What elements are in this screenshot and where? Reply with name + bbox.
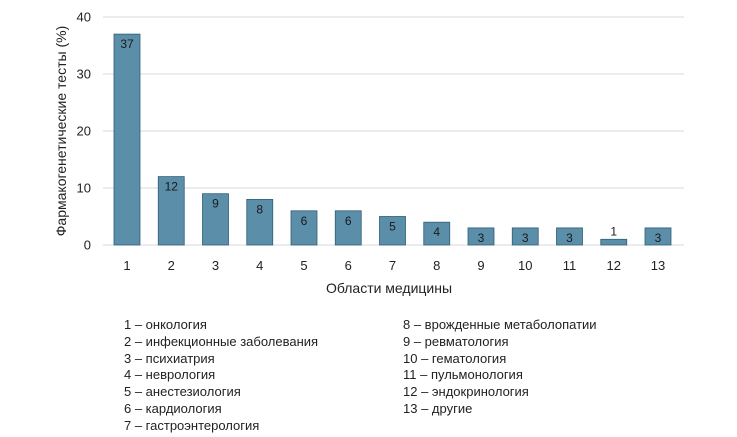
bar-value-label: 5 xyxy=(389,220,396,234)
bar xyxy=(511,227,539,246)
x-tick-label: 7 xyxy=(389,258,396,273)
x-axis-ticks: 1 2 3 4 5 6 7 8 9 10 11 12 13 xyxy=(123,258,665,273)
legend-item: 13 – другие xyxy=(403,400,473,416)
bar-value-label: 3 xyxy=(566,231,573,245)
x-tick-label: 1 xyxy=(123,258,130,273)
x-tick-label: 4 xyxy=(256,258,263,273)
y-axis-ticks: 0 10 20 30 40 xyxy=(77,10,91,253)
y-tick-label: 10 xyxy=(77,181,91,196)
bars xyxy=(113,33,672,246)
bar-value-label: 3 xyxy=(478,231,485,245)
bar-value-labels: 37 12 9 8 6 6 5 4 3 3 3 1 3 xyxy=(120,37,661,245)
legend-item: 11 – пульмонология xyxy=(403,367,523,383)
bar-value-label: 12 xyxy=(165,180,179,194)
gridlines xyxy=(103,16,684,246)
bar xyxy=(290,210,318,246)
bar xyxy=(467,227,495,246)
bar-value-label: 6 xyxy=(301,214,308,228)
y-axis-title: Фармакогенетические тесты (%) xyxy=(53,26,69,236)
bar-value-label: 4 xyxy=(433,225,440,239)
legend-item: 2 – инфекционные заболевания xyxy=(124,333,319,349)
bar-value-label: 3 xyxy=(655,231,662,245)
bar xyxy=(246,198,274,246)
x-tick-label: 10 xyxy=(518,258,532,273)
legend-item: 6 – кардиология xyxy=(124,400,222,416)
x-tick-label: 9 xyxy=(477,258,484,273)
legend-item: 1 – онкология xyxy=(124,317,207,332)
x-tick-label: 11 xyxy=(563,258,577,273)
legend-item: 9 – ревматология xyxy=(403,333,509,349)
x-axis-title: Области медицины xyxy=(326,280,452,296)
bar-value-label: 1 xyxy=(610,224,617,238)
bar xyxy=(644,227,672,246)
legend-item: 5 – анестезиология xyxy=(124,384,241,400)
bar xyxy=(556,227,583,246)
y-tick-label: 30 xyxy=(77,67,91,82)
legend-item: 3 – психиатрия xyxy=(124,350,215,366)
bar xyxy=(157,176,185,246)
legend-right-column: 8 – врожденные метаболопатии 9 – ревматол… xyxy=(403,317,597,418)
legend-item: 8 – врожденные метаболопатии xyxy=(403,317,597,332)
x-tick-label: 13 xyxy=(651,258,665,273)
x-tick-label: 8 xyxy=(433,258,440,273)
bar xyxy=(334,210,362,246)
legend-item: 4 – неврология xyxy=(124,367,216,383)
x-tick-label: 6 xyxy=(345,258,352,273)
bar-value-label: 8 xyxy=(256,202,263,216)
x-tick-label: 3 xyxy=(212,258,219,273)
bar xyxy=(379,216,406,246)
bar xyxy=(600,238,628,246)
y-tick-label: 0 xyxy=(84,238,91,253)
y-tick-label: 20 xyxy=(77,124,91,139)
legend-item: 12 – эндокринология xyxy=(403,384,529,400)
x-tick-label: 2 xyxy=(168,258,175,273)
y-tick-label: 40 xyxy=(77,10,91,25)
bar-value-label: 6 xyxy=(345,214,352,228)
bar-value-label: 9 xyxy=(212,197,219,211)
legend-item: 10 – гематология xyxy=(403,350,507,366)
legend-item: 7 – гастроэнтерология xyxy=(124,417,260,433)
bar-value-label: 3 xyxy=(522,231,529,245)
bar xyxy=(423,221,451,246)
x-tick-label: 5 xyxy=(300,258,307,273)
bar xyxy=(113,33,141,246)
bar xyxy=(202,193,229,246)
legend-left-column: 1 – онкология 2 – инфекционные заболевани… xyxy=(124,317,318,435)
x-tick-label: 12 xyxy=(607,258,621,273)
bar-value-label: 37 xyxy=(120,37,134,51)
